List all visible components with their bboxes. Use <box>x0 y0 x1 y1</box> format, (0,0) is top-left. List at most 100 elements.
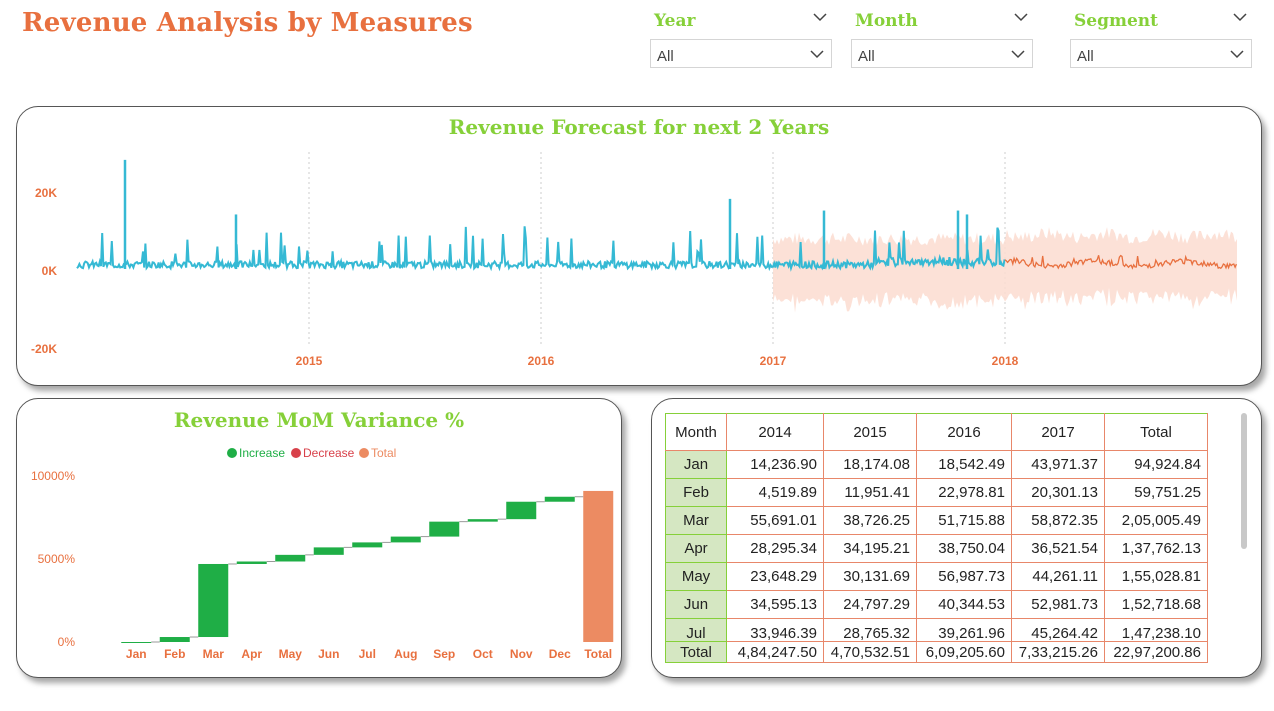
legend-marker <box>291 448 301 458</box>
table-row[interactable]: Apr 28,295.34 34,195.21 38,750.04 36,521.54 1… <box>665 534 1208 563</box>
waterfall-bar[interactable] <box>352 542 383 548</box>
value-cell: 28,765.32 <box>823 618 917 642</box>
forecast-line <box>1004 254 1237 270</box>
month-slicer[interactable]: Month All <box>851 8 1033 68</box>
matrix-header-2015[interactable]: 2015 <box>823 413 917 451</box>
waterfall-bar[interactable] <box>390 536 421 543</box>
y-tick-label: -20K <box>31 342 57 356</box>
month-dropdown[interactable]: All <box>851 39 1033 68</box>
chevron-down-icon[interactable] <box>812 10 828 24</box>
year-selected-value: All <box>657 48 674 65</box>
matrix-header-2014[interactable]: 2014 <box>726 413 824 451</box>
x-tick-label: Jun <box>318 647 339 661</box>
value-cell: 59,751.25 <box>1104 478 1208 507</box>
segment-slicer[interactable]: Segment All <box>1070 8 1252 68</box>
value-cell: 44,261.11 <box>1011 562 1105 591</box>
chevron-down-icon[interactable] <box>1232 10 1248 24</box>
legend-marker <box>227 448 237 458</box>
page-title: Revenue Analysis by Measures <box>22 8 473 38</box>
waterfall-bar[interactable] <box>583 490 614 642</box>
matrix-header-total[interactable]: Total <box>1104 413 1208 451</box>
value-cell: 33,946.39 <box>726 618 824 642</box>
forecast-card[interactable]: Revenue Forecast for next 2 Years 20K 0K -… <box>16 106 1262 386</box>
waterfall-bar[interactable] <box>121 642 152 643</box>
legend-label[interactable]: Decrease <box>303 446 355 460</box>
waterfall-bar[interactable] <box>275 554 306 562</box>
row-month-cell: Feb <box>665 478 727 507</box>
value-cell: 1,52,718.68 <box>1104 590 1208 619</box>
total-value: 4,70,532.51 <box>823 641 917 663</box>
value-cell: 2,05,005.49 <box>1104 506 1208 535</box>
table-row[interactable]: Jan 14,236.90 18,174.08 18,542.49 43,971.37 9… <box>665 450 1208 479</box>
matrix-scrollbar[interactable] <box>1241 413 1247 549</box>
forecast-chart[interactable]: 20K 0K -20K 2015 2016 2017 2018 <box>17 107 1261 385</box>
value-cell: 22,978.81 <box>916 478 1012 507</box>
table-row[interactable]: Jun 34,595.13 24,797.29 40,344.53 52,981.73 1… <box>665 590 1208 619</box>
waterfall-bar[interactable] <box>429 521 460 537</box>
waterfall-bar[interactable] <box>198 563 229 638</box>
value-cell: 30,131.69 <box>823 562 917 591</box>
x-tick-label: Nov <box>510 647 533 661</box>
chevron-down-icon[interactable] <box>1013 10 1029 24</box>
value-cell: 94,924.84 <box>1104 450 1208 479</box>
matrix-header-2017[interactable]: 2017 <box>1011 413 1105 451</box>
actual-revenue-line <box>76 226 1006 272</box>
y-tick-label: 5000% <box>38 552 76 566</box>
value-cell: 45,264.42 <box>1011 618 1105 642</box>
total-value: 6,09,205.60 <box>916 641 1012 663</box>
matrix-header-month[interactable]: Month <box>665 413 727 451</box>
waterfall-bar[interactable] <box>467 519 498 522</box>
waterfall-bar[interactable] <box>159 637 190 642</box>
variance-chart[interactable]: Increase Decrease Total 10000% 5000% 0% Jan Feb… <box>17 399 621 677</box>
value-cell: 1,47,238.10 <box>1104 618 1208 642</box>
matrix-header-2016[interactable]: 2016 <box>916 413 1012 451</box>
year-dropdown[interactable]: All <box>650 39 832 68</box>
value-cell: 4,519.89 <box>726 478 824 507</box>
value-cell: 52,981.73 <box>1011 590 1105 619</box>
value-cell: 51,715.88 <box>916 506 1012 535</box>
table-row[interactable]: Feb 4,519.89 11,951.41 22,978.81 20,301.13 59… <box>665 478 1208 507</box>
x-tick-label: Dec <box>549 647 571 661</box>
x-tick-label: Oct <box>473 647 493 661</box>
table-row[interactable]: Jul 33,946.39 28,765.32 39,261.96 45,264.42 1… <box>665 618 1208 642</box>
value-cell: 11,951.41 <box>823 478 917 507</box>
chevron-down-icon <box>1230 50 1244 59</box>
total-label: Total <box>665 641 727 663</box>
x-tick-label: 2017 <box>760 354 787 368</box>
x-tick-label: Apr <box>241 647 262 661</box>
segment-dropdown[interactable]: All <box>1070 39 1252 68</box>
legend-label[interactable]: Total <box>371 446 396 460</box>
row-month-cell: Jun <box>665 590 727 619</box>
row-month-cell: Apr <box>665 534 727 563</box>
table-row[interactable]: May 23,648.29 30,131.69 56,987.73 44,261.11 1… <box>665 562 1208 591</box>
waterfall-bar[interactable] <box>544 496 575 502</box>
waterfall-bar[interactable] <box>506 501 537 520</box>
x-tick-label: May <box>279 647 303 661</box>
table-row[interactable]: Mar 55,691.01 38,726.25 51,715.88 58,872.35 2… <box>665 506 1208 535</box>
x-tick-label: 2016 <box>528 354 555 368</box>
legend-marker <box>359 448 369 458</box>
value-cell: 38,726.25 <box>823 506 917 535</box>
total-value: 22,97,200.86 <box>1104 641 1208 663</box>
x-tick-label: Total <box>584 647 612 661</box>
waterfall-bar[interactable] <box>313 547 344 555</box>
revenue-matrix: Month 2014 2015 2016 2017 Total Jan 14,23… <box>665 413 1208 663</box>
total-row: Total 4,84,247.50 4,70,532.51 6,09,205.60 7,… <box>665 641 1208 663</box>
chevron-down-icon <box>810 50 824 59</box>
row-month-cell: May <box>665 562 727 591</box>
waterfall-bar[interactable] <box>236 561 267 564</box>
x-tick-label: Feb <box>164 647 185 661</box>
year-slicer[interactable]: Year All <box>650 8 832 68</box>
value-cell: 14,236.90 <box>726 450 824 479</box>
value-cell: 55,691.01 <box>726 506 824 535</box>
matrix-card[interactable]: Month 2014 2015 2016 2017 Total Jan 14,23… <box>651 398 1262 678</box>
segment-selected-value: All <box>1077 48 1094 65</box>
value-cell: 1,55,028.81 <box>1104 562 1208 591</box>
variance-card[interactable]: Revenue MoM Variance % Increase Decrease T… <box>16 398 622 678</box>
legend-label[interactable]: Increase <box>239 446 285 460</box>
value-cell: 34,195.21 <box>823 534 917 563</box>
y-tick-label: 10000% <box>31 469 75 483</box>
y-tick-label: 0K <box>42 264 58 278</box>
matrix-header-row: Month 2014 2015 2016 2017 Total <box>665 413 1208 451</box>
x-tick-label: Mar <box>203 647 225 661</box>
